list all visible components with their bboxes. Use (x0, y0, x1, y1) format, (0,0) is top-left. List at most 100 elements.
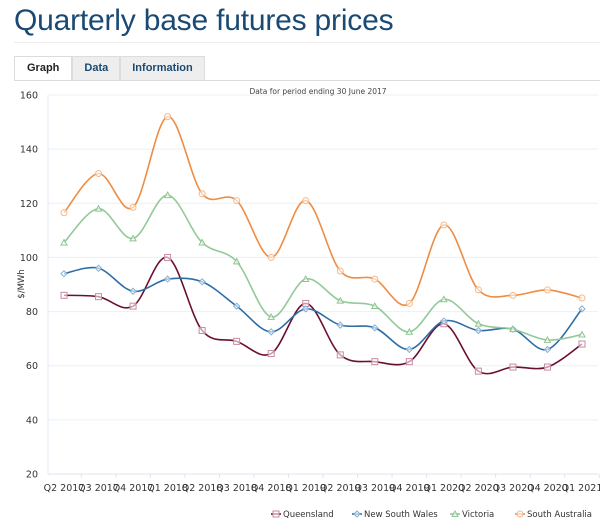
x-tick-label: Q1 2018 (147, 483, 188, 494)
data-point (578, 294, 586, 302)
x-tick-label: Q3 2020 (493, 483, 534, 494)
tab-graph[interactable]: Graph (14, 56, 73, 80)
legend-item-south-australia: South Australia (515, 510, 592, 520)
x-tick-label: Q1 2021 (562, 483, 600, 494)
tab-data[interactable]: Data (72, 56, 121, 80)
data-point (509, 325, 517, 333)
data-point (405, 327, 414, 335)
x-tick-label: Q2 2017 (44, 483, 85, 494)
legend-label: Queensland (283, 510, 334, 520)
data-point (95, 293, 103, 301)
legend-label: New South Wales (364, 510, 438, 520)
data-point (267, 312, 276, 320)
data-point (163, 275, 172, 283)
data-point (94, 264, 103, 272)
legend-item-new-south-wales: New South Wales (352, 510, 438, 520)
data-point (198, 190, 206, 198)
tab-information[interactable]: Information (120, 56, 205, 80)
x-tick-label: Q4 2019 (389, 483, 430, 494)
tab-divider (14, 80, 600, 81)
x-tick-label: Q2 2018 (182, 483, 223, 494)
data-point (405, 345, 414, 354)
legend-label: South Australia (527, 510, 592, 520)
data-point (198, 238, 206, 246)
data-point (543, 286, 551, 294)
data-point (198, 327, 206, 335)
data-point (198, 278, 206, 286)
data-point (94, 204, 103, 212)
data-point (336, 296, 345, 304)
data-point (129, 234, 137, 242)
data-point (60, 209, 68, 217)
y-tick-label: 140 (20, 145, 38, 156)
data-point (60, 238, 68, 246)
data-point (164, 113, 172, 121)
data-point (232, 302, 241, 310)
data-point (267, 350, 275, 358)
data-point (95, 170, 103, 178)
x-tick-label: Q4 2020 (527, 483, 568, 494)
data-point (129, 287, 137, 295)
y-axis-ticks: 20 40 60 80 100 120 140 160 (20, 91, 38, 481)
series-south-australia (60, 113, 586, 307)
data-point (509, 291, 517, 299)
x-tick-label: Q2 2019 (320, 483, 361, 494)
data-point (163, 191, 172, 199)
y-tick-label: 100 (20, 253, 38, 264)
data-point (60, 291, 68, 299)
data-point (370, 302, 379, 310)
data-point (233, 197, 241, 205)
data-point (578, 305, 586, 313)
x-tick-label: Q3 2018 (216, 483, 257, 494)
legend-marker (451, 509, 459, 517)
series-line-victoria (63, 194, 583, 341)
series-queensland (60, 253, 586, 375)
data-point (371, 275, 379, 283)
series-new-south-wales (60, 264, 586, 354)
data-point (267, 253, 275, 261)
x-tick-label: Q1 2019 (285, 483, 326, 494)
data-point (474, 367, 482, 375)
y-tick-label: 40 (26, 415, 38, 426)
legend-item-victoria: Victoria (450, 509, 494, 520)
y-tick-label: 160 (20, 91, 38, 102)
view-tabs: Graph Data Information (14, 56, 205, 80)
data-point (232, 257, 241, 265)
title-divider (14, 42, 600, 43)
data-point (336, 267, 344, 275)
data-point (164, 253, 172, 261)
data-point (474, 319, 483, 327)
data-point (440, 221, 448, 229)
data-point (60, 269, 68, 278)
page-title: Quarterly base futures prices (14, 4, 394, 37)
series-line-queensland (63, 256, 583, 375)
data-point (301, 275, 310, 282)
data-point (302, 197, 310, 205)
series-line-new-south-wales (63, 266, 583, 351)
legend-marker (353, 510, 361, 518)
data-point (543, 335, 552, 343)
data-point (405, 358, 413, 366)
x-tick-label: Q4 2017 (113, 483, 154, 494)
data-point (543, 363, 551, 371)
y-tick-label: 120 (20, 199, 38, 210)
data-point (267, 328, 275, 336)
data-point (302, 305, 310, 313)
data-point (474, 286, 482, 294)
data-point (371, 358, 379, 366)
legend: Queensland New South Wales Victoria South A… (271, 509, 592, 520)
data-point (578, 340, 586, 348)
legend-marker (516, 510, 524, 518)
data-point (405, 299, 413, 307)
series-victoria (60, 191, 586, 343)
gridlines (47, 94, 598, 475)
legend-marker (272, 510, 280, 518)
data-point (440, 317, 448, 325)
legend-label: Victoria (462, 510, 494, 520)
chart-subtitle: Data for period ending 30 June 2017 (249, 87, 386, 96)
data-point (474, 326, 483, 335)
x-tick-label: Q1 2020 (424, 483, 465, 494)
data-point (543, 345, 552, 354)
